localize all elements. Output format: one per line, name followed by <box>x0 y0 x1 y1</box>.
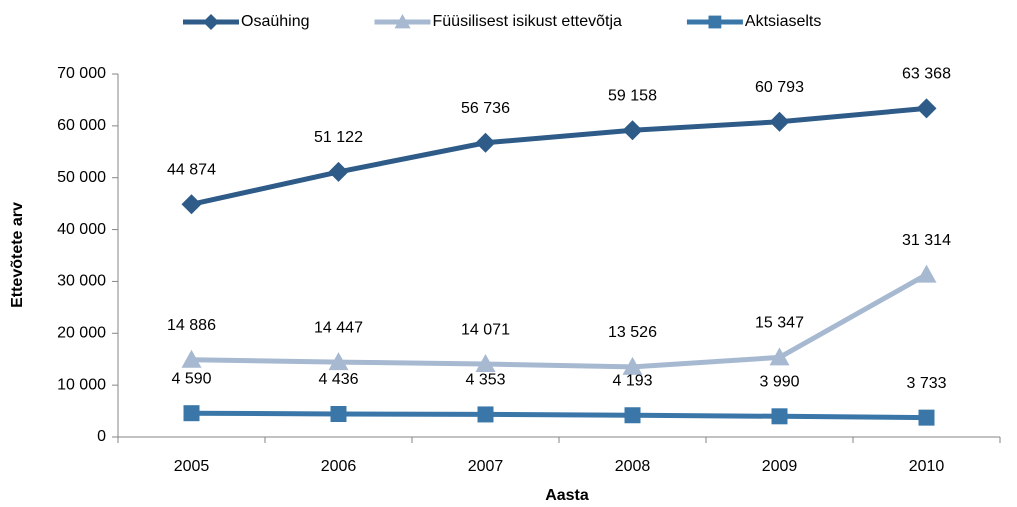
series-line <box>190 105 927 207</box>
marker <box>183 405 200 422</box>
data-label: 60 793 <box>755 79 804 96</box>
legend-marker <box>708 15 722 29</box>
x-tick-label: 2009 <box>762 458 798 475</box>
y-tick-label: 50 000 <box>57 169 106 186</box>
data-label: 31 314 <box>902 232 951 249</box>
y-tick-label: 70 000 <box>57 65 106 82</box>
legend-label: Osaühing <box>241 13 310 30</box>
data-label: 15 347 <box>755 315 804 332</box>
x-tick-label: 2010 <box>909 458 945 475</box>
marker <box>916 264 937 283</box>
y-tick-label: 10 000 <box>57 376 106 393</box>
marker <box>769 347 790 366</box>
marker <box>918 409 935 426</box>
data-label: 51 122 <box>314 129 363 146</box>
data-label: 3 733 <box>906 375 946 392</box>
marker <box>771 408 788 425</box>
legend-label: Füüsilisest isikust ettevõtja <box>433 13 623 30</box>
marker <box>624 407 641 424</box>
x-tick-label: 2005 <box>174 458 210 475</box>
data-label: 14 886 <box>167 317 216 334</box>
marker <box>916 98 937 119</box>
data-label: 4 193 <box>612 372 652 389</box>
x-tick-label: 2006 <box>321 458 357 475</box>
data-label: 4 353 <box>465 372 505 389</box>
legend-label: Aktsiaselts <box>745 13 821 30</box>
legend-marker <box>394 14 411 29</box>
x-axis-title: Aasta <box>545 487 589 504</box>
data-label: 44 874 <box>167 162 216 179</box>
y-tick-label: 40 000 <box>57 221 106 238</box>
marker <box>181 349 202 368</box>
y-axis-title: Ettevõtete arv <box>9 202 26 308</box>
marker <box>328 352 349 371</box>
marker <box>330 405 347 422</box>
data-label: 4 590 <box>171 370 211 387</box>
marker <box>181 194 202 215</box>
data-label: 4 436 <box>318 371 358 388</box>
y-tick-label: 30 000 <box>57 273 106 290</box>
legend-marker <box>203 14 219 30</box>
data-label: 56 736 <box>461 100 510 117</box>
marker <box>622 356 643 375</box>
marker <box>622 120 643 141</box>
marker <box>769 111 790 132</box>
y-tick-label: 20 000 <box>57 325 106 342</box>
series-line <box>191 410 927 421</box>
data-label: 14 071 <box>461 321 510 338</box>
marker <box>475 132 496 153</box>
y-tick-label: 60 000 <box>57 117 106 134</box>
data-label: 14 447 <box>314 319 363 336</box>
series-line <box>191 272 928 370</box>
marker <box>475 354 496 373</box>
data-label: 59 158 <box>608 87 657 104</box>
x-tick-label: 2008 <box>615 458 651 475</box>
data-label: 13 526 <box>608 324 657 341</box>
marker <box>477 406 494 423</box>
y-tick-label: 0 <box>97 428 106 445</box>
x-tick-label: 2007 <box>468 458 504 475</box>
data-label: 63 368 <box>902 66 951 83</box>
marker <box>328 161 349 182</box>
data-label: 3 990 <box>759 374 799 391</box>
